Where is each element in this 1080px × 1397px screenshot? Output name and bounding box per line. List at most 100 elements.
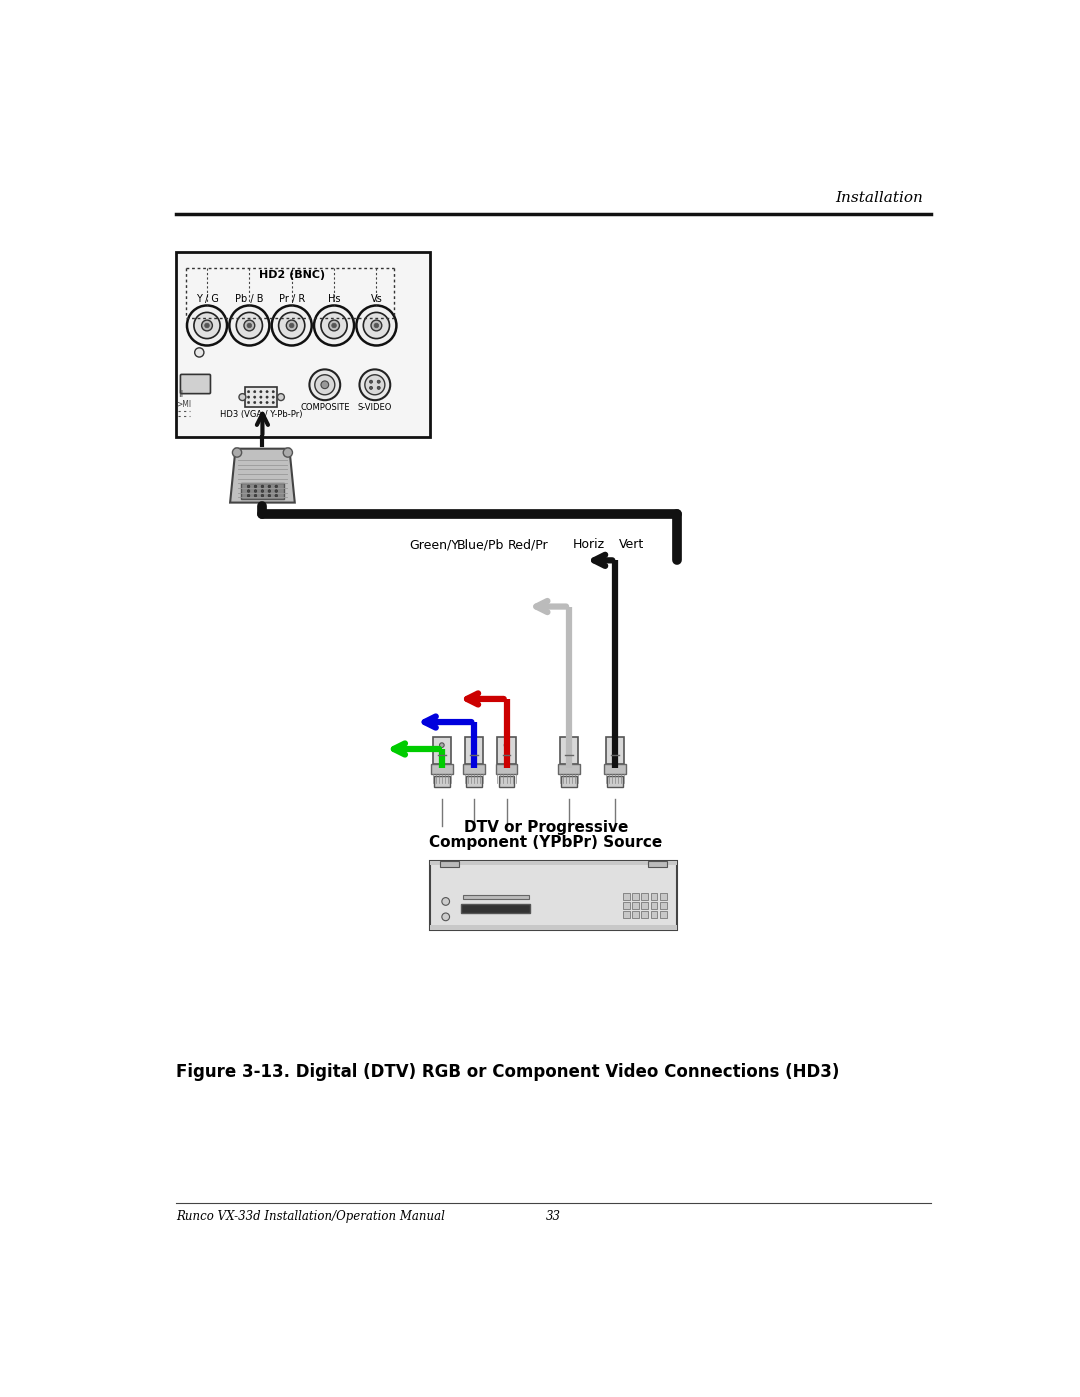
Circle shape (278, 394, 284, 401)
Bar (632, 911, 639, 918)
Circle shape (254, 495, 257, 497)
Circle shape (244, 320, 255, 331)
Circle shape (260, 401, 262, 404)
Bar (434, 775, 449, 788)
Bar (642, 893, 648, 900)
Bar (467, 775, 482, 788)
Bar (431, 764, 453, 774)
Text: >MI: >MI (176, 400, 191, 408)
Bar (465, 738, 484, 764)
Bar (441, 861, 459, 866)
Text: Red/Pr: Red/Pr (508, 538, 549, 552)
Circle shape (247, 401, 249, 404)
Circle shape (500, 743, 513, 756)
Circle shape (612, 743, 618, 747)
Circle shape (360, 369, 390, 400)
Circle shape (272, 395, 274, 398)
Circle shape (275, 485, 278, 488)
Circle shape (272, 391, 274, 393)
Circle shape (187, 306, 227, 345)
Circle shape (268, 495, 271, 497)
Circle shape (229, 306, 269, 345)
Bar (497, 738, 516, 764)
Circle shape (261, 490, 264, 492)
Circle shape (254, 490, 257, 492)
Bar (241, 483, 284, 499)
Circle shape (266, 401, 268, 404)
Circle shape (369, 380, 373, 383)
Circle shape (247, 323, 252, 328)
Bar (606, 738, 624, 764)
Circle shape (268, 485, 271, 488)
Text: II: II (178, 390, 183, 400)
FancyBboxPatch shape (180, 374, 211, 394)
Bar (648, 861, 666, 866)
Bar (642, 911, 648, 918)
Circle shape (261, 495, 264, 497)
Bar (496, 764, 517, 774)
Circle shape (266, 395, 268, 398)
Circle shape (247, 395, 249, 398)
Bar (650, 893, 658, 900)
Bar (558, 764, 580, 774)
Circle shape (254, 485, 257, 488)
Circle shape (194, 313, 220, 338)
Text: Blue/Pb: Blue/Pb (457, 538, 504, 552)
Circle shape (435, 743, 448, 756)
Circle shape (237, 313, 262, 338)
Circle shape (372, 320, 382, 331)
Circle shape (239, 394, 246, 401)
Circle shape (247, 490, 249, 492)
Circle shape (321, 313, 347, 338)
Bar (623, 902, 630, 909)
Circle shape (468, 743, 481, 756)
Text: Vert: Vert (619, 538, 644, 552)
Circle shape (442, 898, 449, 905)
Text: HD3 (VGA / Y-Pb-Pr): HD3 (VGA / Y-Pb-Pr) (219, 409, 302, 419)
Circle shape (260, 395, 262, 398)
Circle shape (260, 391, 262, 393)
Text: Pb / B: Pb / B (235, 293, 264, 303)
Polygon shape (230, 448, 295, 503)
Bar (463, 764, 485, 774)
Bar (650, 911, 658, 918)
Circle shape (332, 323, 336, 328)
Text: Pr / R: Pr / R (279, 293, 305, 303)
Circle shape (472, 743, 476, 747)
Bar (176, 253, 430, 437)
Circle shape (314, 374, 335, 395)
Circle shape (567, 743, 571, 747)
Circle shape (254, 401, 256, 404)
Circle shape (286, 320, 297, 331)
Circle shape (309, 369, 340, 400)
Text: Green/Y: Green/Y (409, 538, 459, 552)
Circle shape (377, 387, 380, 390)
Circle shape (563, 743, 575, 756)
Bar (607, 775, 623, 788)
Circle shape (254, 391, 256, 393)
Circle shape (266, 391, 268, 393)
Circle shape (321, 381, 328, 388)
Bar (499, 775, 514, 788)
Bar (430, 861, 677, 930)
Circle shape (609, 743, 621, 756)
Circle shape (275, 495, 278, 497)
Bar (430, 861, 677, 865)
Circle shape (247, 485, 249, 488)
Circle shape (363, 313, 390, 338)
Text: Hs: Hs (328, 293, 340, 303)
Circle shape (504, 743, 509, 747)
Text: COMPOSITE: COMPOSITE (300, 404, 350, 412)
Circle shape (369, 387, 373, 390)
Circle shape (272, 306, 312, 345)
Circle shape (283, 448, 293, 457)
Text: S-VIDEO: S-VIDEO (357, 404, 392, 412)
Text: Installation: Installation (835, 191, 923, 205)
Bar (245, 387, 278, 407)
Circle shape (356, 306, 396, 345)
Text: DTV or Progressive: DTV or Progressive (463, 820, 627, 835)
Circle shape (374, 323, 379, 328)
Circle shape (268, 490, 271, 492)
Bar (559, 738, 578, 764)
Bar (660, 911, 666, 918)
